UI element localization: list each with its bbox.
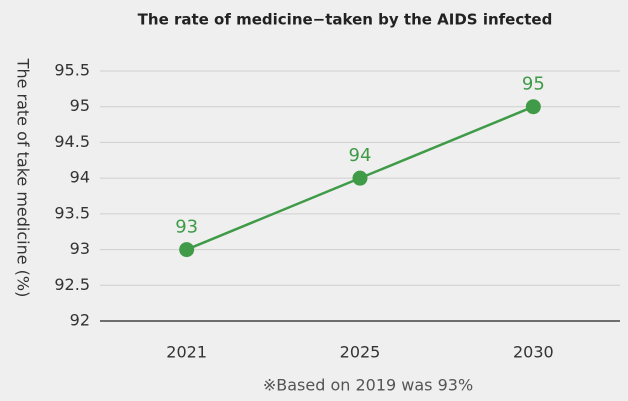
note: ※Based on 2019 was 93%	[263, 376, 473, 395]
y-tick-label: 93.5	[54, 203, 90, 222]
x-tick-label: 2025	[340, 343, 381, 362]
point	[352, 170, 368, 186]
y-tick-label: 92	[70, 311, 90, 330]
y-axis-label: The rate of take medicine (%)	[14, 58, 33, 298]
point	[525, 99, 541, 115]
x-tick-label: 2030	[513, 343, 554, 362]
data-label: 94	[349, 145, 372, 166]
y-tick-label: 92.5	[54, 275, 90, 294]
data-label: 95	[522, 74, 545, 95]
y-tick-label: 93	[70, 239, 90, 258]
y-tick-label: 94.5	[54, 132, 90, 151]
data-label: 93	[175, 217, 198, 238]
y-tick-label: 94	[70, 168, 90, 187]
y-tick-label: 95	[70, 96, 90, 115]
point	[179, 242, 195, 258]
chart-title: The rate of medicine−taken by the AIDS i…	[138, 11, 553, 29]
y-tick-label: 95.5	[54, 61, 90, 80]
x-tick-label: 2021	[166, 343, 207, 362]
